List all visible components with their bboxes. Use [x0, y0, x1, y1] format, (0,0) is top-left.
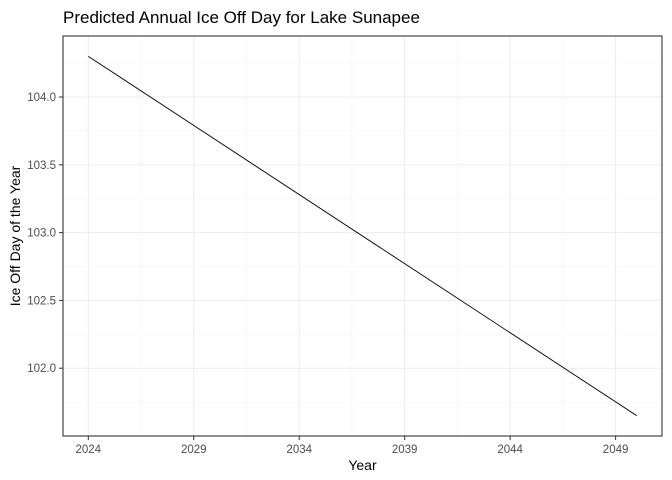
- x-tick-label: 2049: [603, 444, 629, 456]
- series-line: [88, 55, 637, 417]
- y-tick-label: 102.0: [27, 363, 56, 375]
- chart-title: Predicted Annual Ice Off Day for Lake Su…: [63, 8, 420, 27]
- y-tick-label: 104.0: [27, 92, 56, 104]
- x-tick-label: 2044: [497, 444, 523, 456]
- series-layer: [88, 55, 637, 417]
- x-axis-title: Year: [348, 457, 377, 473]
- y-tick-label: 102.5: [27, 295, 56, 307]
- y-tick-label: 103.0: [27, 228, 56, 240]
- x-tick-label: 2024: [76, 444, 102, 456]
- y-tick-label: 103.5: [27, 160, 56, 172]
- x-tick-label: 2039: [392, 444, 418, 456]
- y-axis-title: Ice Off Day of the Year: [7, 165, 23, 306]
- x-tick-label: 2034: [286, 444, 312, 456]
- axes: 2024 2029 2034 2039 2044 2049 102.0 102.5 103.0 1…: [27, 92, 628, 456]
- panel-border: [62, 35, 663, 437]
- grid: [63, 36, 662, 436]
- x-tick-label: 2029: [181, 444, 207, 456]
